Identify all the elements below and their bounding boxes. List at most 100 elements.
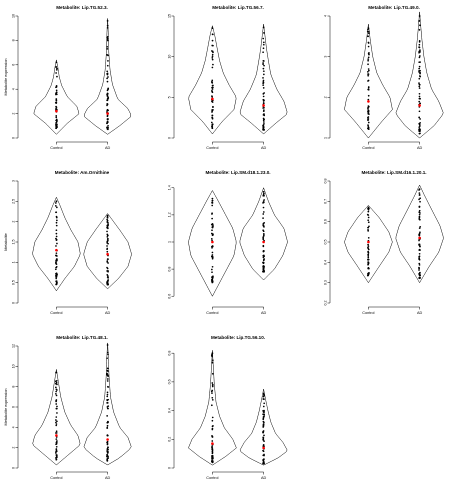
data-point <box>211 217 213 220</box>
data-point <box>262 84 265 86</box>
data-point <box>106 245 108 247</box>
data-point <box>55 407 58 410</box>
data-point <box>106 36 108 39</box>
data-point <box>418 46 421 49</box>
y-tick-label: 0.4 <box>167 408 171 413</box>
data-point <box>262 206 265 209</box>
data-point <box>262 462 264 465</box>
data-point <box>263 123 265 125</box>
data-point <box>210 455 213 457</box>
data-point <box>418 192 421 194</box>
y-tick-label: 2 <box>11 113 15 115</box>
data-point <box>55 400 57 403</box>
data-point <box>262 424 265 427</box>
data-point <box>367 273 370 276</box>
data-point <box>107 353 109 356</box>
data-point <box>368 105 370 108</box>
data-point <box>262 102 265 105</box>
data-point <box>211 127 214 129</box>
chart-title: Metabolite: Lip.TG.49.0. <box>368 5 420 10</box>
data-point <box>56 405 58 408</box>
data-point <box>211 382 214 384</box>
data-point <box>106 104 108 107</box>
y-tick-label: 6 <box>11 64 15 66</box>
data-point <box>262 267 265 269</box>
data-point <box>55 121 58 124</box>
data-point <box>106 421 109 424</box>
data-point <box>106 19 109 22</box>
data-point <box>210 238 213 240</box>
y-tick-label: 0 <box>11 467 15 469</box>
data-point <box>211 57 214 59</box>
y-tick-label: 12 <box>11 344 15 348</box>
data-point <box>418 87 421 89</box>
data-point <box>107 76 109 78</box>
data-point <box>211 101 214 103</box>
data-point <box>418 65 421 68</box>
data-point <box>106 267 109 270</box>
data-point <box>262 229 264 232</box>
data-point <box>418 215 421 218</box>
data-point <box>262 436 264 439</box>
data-point <box>107 276 109 279</box>
data-point <box>418 243 421 246</box>
data-point <box>55 245 57 247</box>
violin-control <box>32 196 81 292</box>
data-point <box>367 266 370 269</box>
data-point <box>211 58 214 61</box>
data-point <box>56 206 58 209</box>
data-point <box>55 424 58 427</box>
data-point <box>106 110 108 112</box>
data-point <box>56 242 58 245</box>
data-point <box>55 283 58 286</box>
chart-title: Metabolite: Lip.TG.56.10. <box>211 335 265 340</box>
data-point <box>106 77 108 80</box>
data-point <box>55 416 58 418</box>
chart-title: Metabolite: Lip.TG.56.7. <box>212 5 264 10</box>
y-tick-label: 2 <box>323 96 327 98</box>
data-point <box>211 461 214 464</box>
x-tick-label: Control <box>206 311 218 315</box>
data-point <box>55 221 58 224</box>
data-point <box>262 237 265 240</box>
y-tick-label: 6 <box>11 406 15 408</box>
y-tick-label: 15 <box>167 14 171 18</box>
data-point <box>211 212 213 215</box>
data-point <box>211 265 214 268</box>
data-point <box>106 45 109 48</box>
data-point <box>55 262 57 264</box>
data-point <box>210 354 213 357</box>
data-point <box>367 243 369 246</box>
data-point <box>212 109 214 111</box>
y-tick-label: 10 <box>167 55 171 59</box>
data-point <box>106 99 108 102</box>
data-point <box>211 223 214 226</box>
data-point <box>106 427 109 429</box>
data-point <box>418 277 421 279</box>
data-point <box>54 202 57 204</box>
data-point <box>367 126 370 129</box>
data-point <box>55 274 58 276</box>
data-point <box>418 234 421 237</box>
violin-control <box>344 205 393 284</box>
median-marker <box>418 236 421 240</box>
data-point <box>106 380 109 382</box>
data-point <box>55 93 58 96</box>
data-point <box>262 426 265 428</box>
data-point <box>367 124 369 126</box>
data-point <box>106 357 108 360</box>
data-point <box>210 121 213 124</box>
data-point <box>263 194 265 197</box>
data-point <box>262 37 265 40</box>
violin-control <box>188 189 237 297</box>
data-point <box>262 202 264 204</box>
x-tick-label: Control <box>362 146 374 150</box>
data-point <box>106 261 109 263</box>
data-point <box>211 392 213 394</box>
data-point <box>419 225 422 228</box>
data-point <box>106 236 109 238</box>
data-point <box>106 64 109 67</box>
data-point <box>55 430 58 433</box>
data-point <box>106 401 108 404</box>
data-point <box>262 392 265 395</box>
